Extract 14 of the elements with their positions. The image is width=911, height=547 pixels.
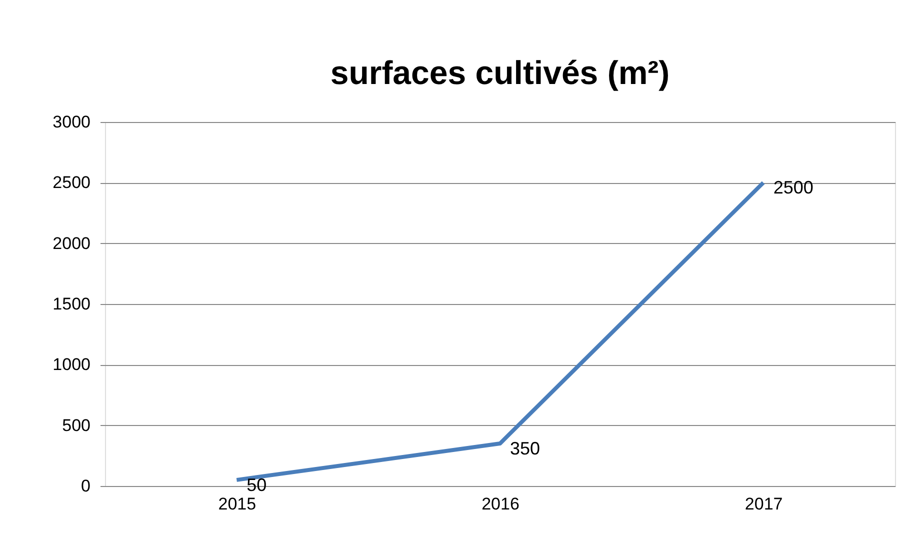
y-tick-label: 2000 xyxy=(52,234,90,253)
y-tick-label: 1500 xyxy=(52,294,90,314)
y-tick-label: 0 xyxy=(81,476,90,496)
x-tick-label: 2016 xyxy=(482,494,520,514)
y-tick-label: 3000 xyxy=(52,112,90,132)
chart-title: surfaces cultivés (m²) xyxy=(330,54,670,91)
y-tick-label: 2500 xyxy=(52,173,90,192)
y-tick-label: 1000 xyxy=(52,355,90,374)
data-label: 2500 xyxy=(773,178,814,198)
data-label: 50 xyxy=(246,474,267,495)
y-tick-label: 500 xyxy=(62,416,90,435)
x-tick-label: 2017 xyxy=(744,494,783,514)
data-label: 350 xyxy=(510,438,540,459)
x-tick-label: 2015 xyxy=(218,494,256,514)
